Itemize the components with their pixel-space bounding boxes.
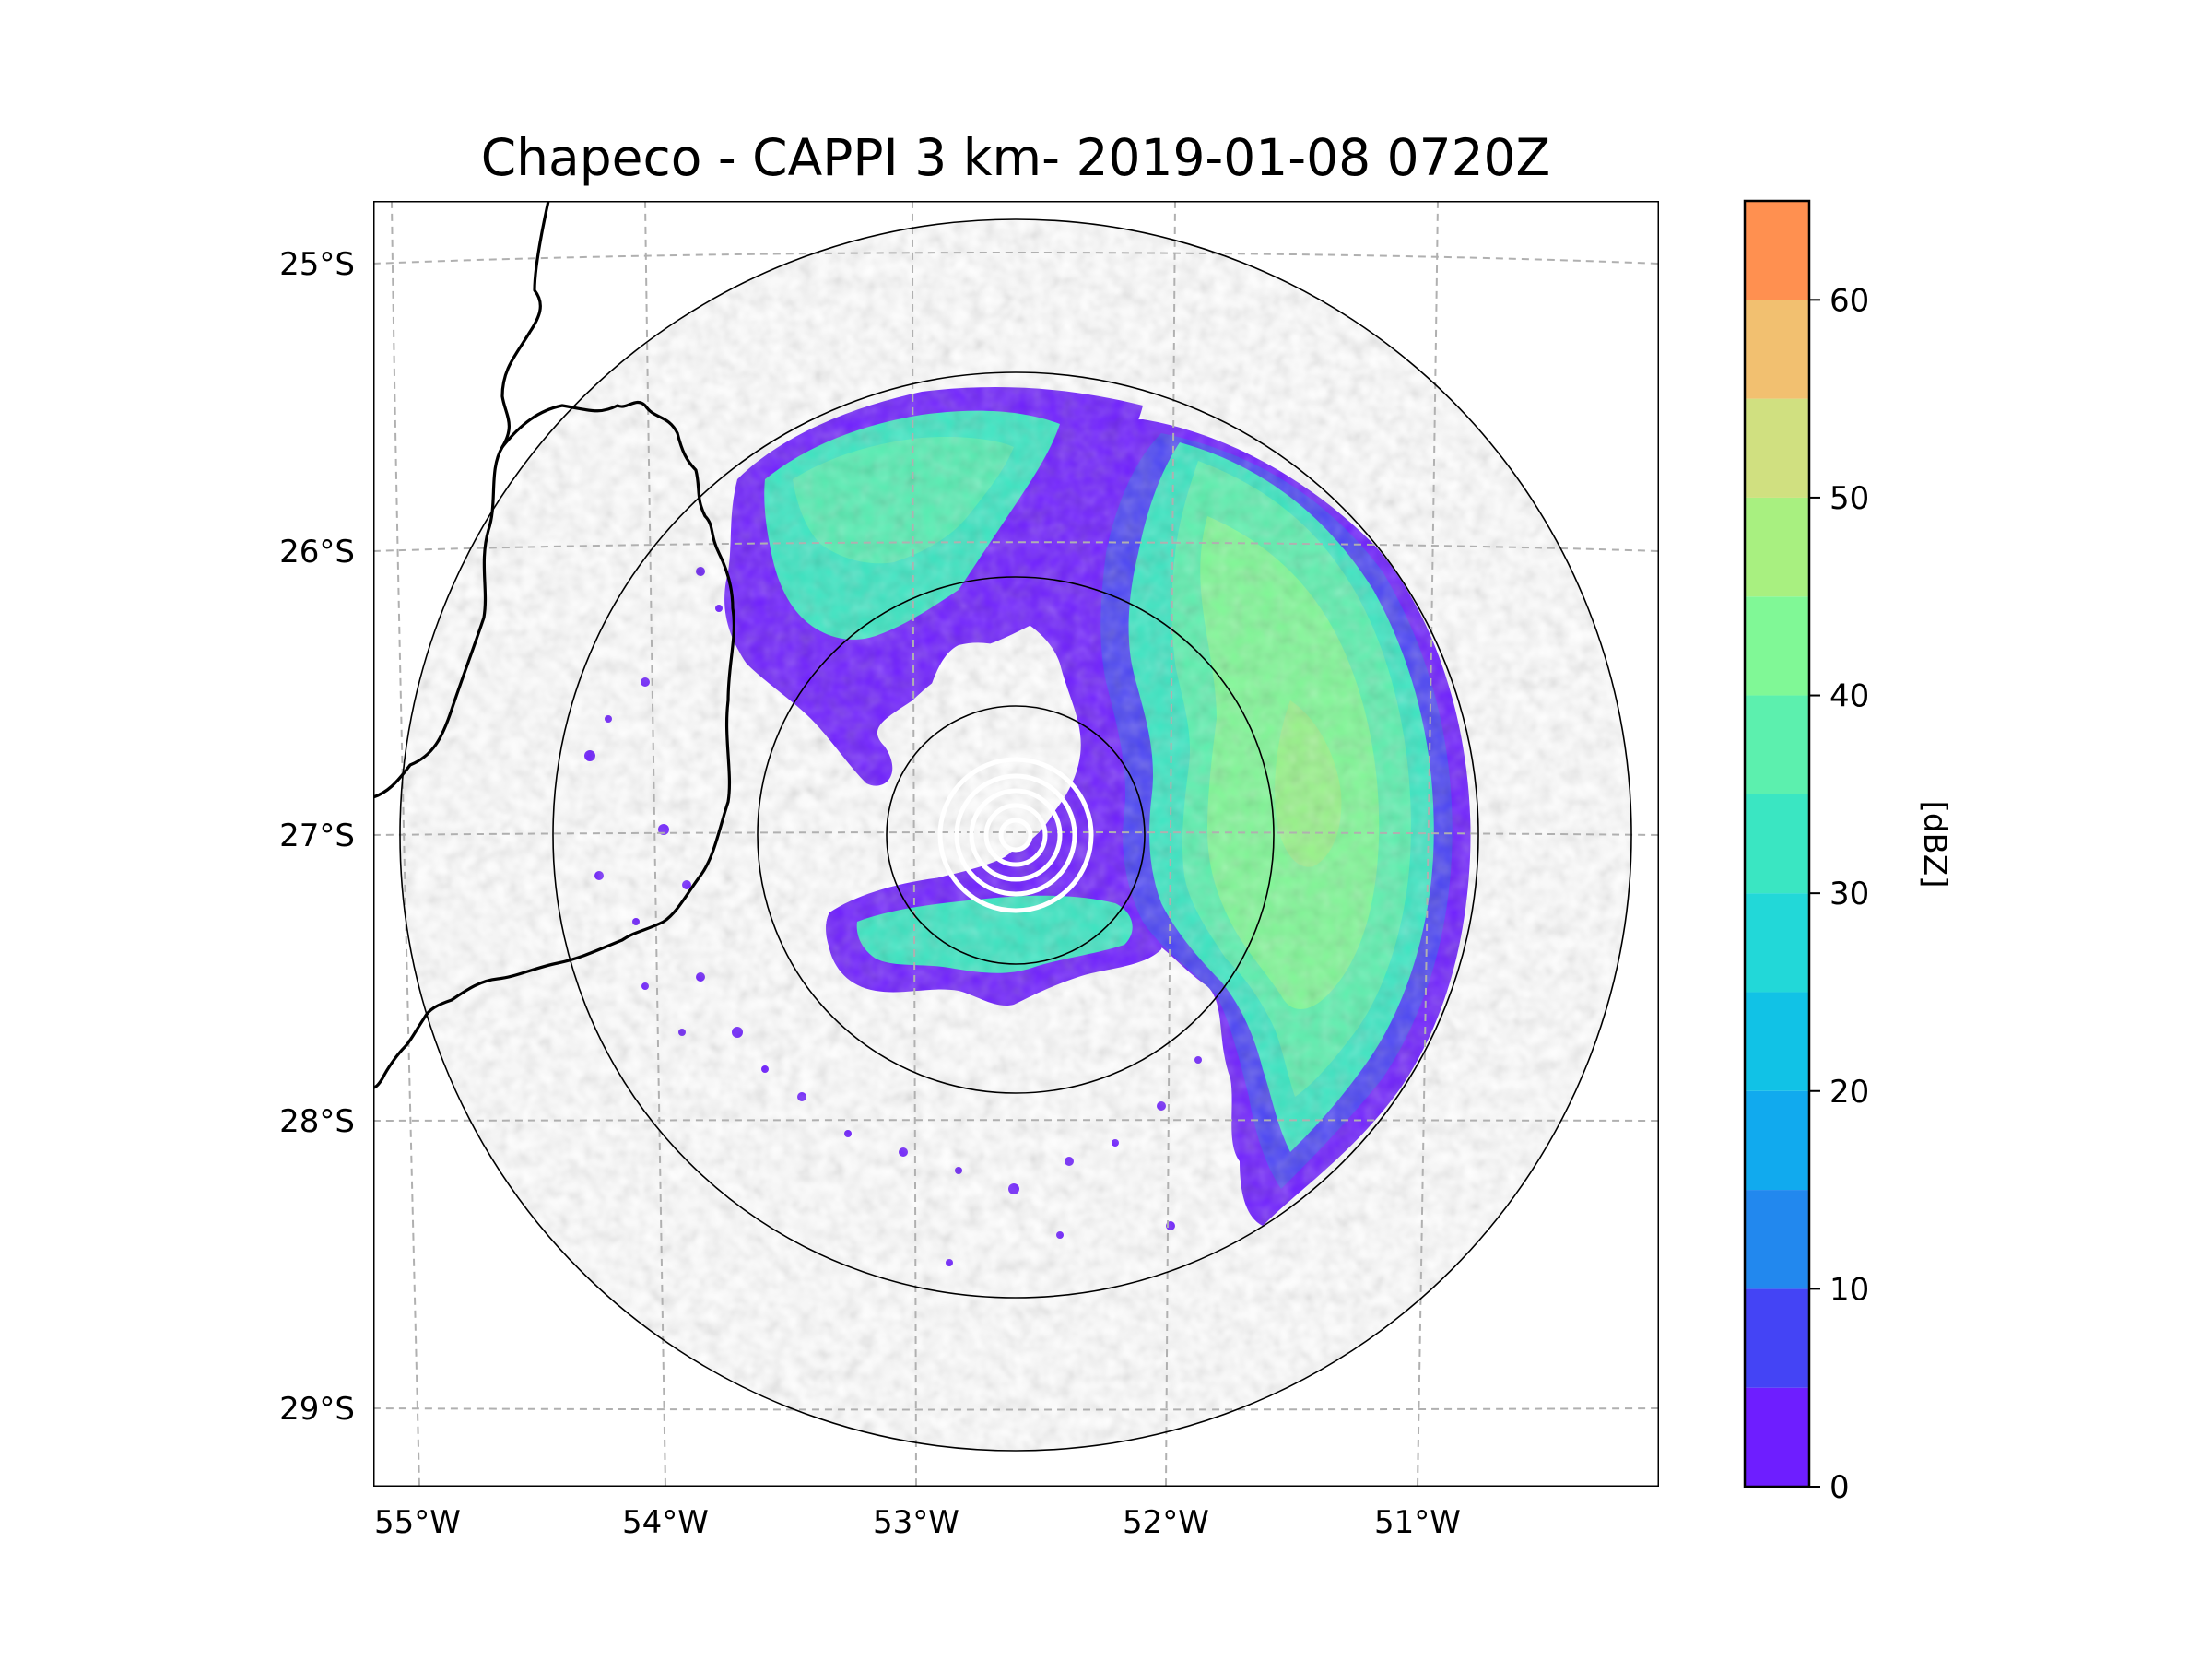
colorbar-swatch [1745,992,1809,1091]
colorbar-swatch [1745,695,1809,794]
colorbar-tick-label: 50 [1830,480,1869,517]
lon-tick-51w: 51°W [1374,1504,1461,1541]
range-ring-250km [399,218,1632,1452]
colorbar-frame [1743,199,1811,1488]
gridline-lat-27 [373,831,1659,836]
lat-tick-25s: 25°S [279,246,355,283]
gridline-lon-55 [391,201,420,1487]
lat-tick-26s: 26°S [279,534,355,571]
colorbar-label: [dBZ] [1916,801,1953,888]
colorbar-tick-label: 20 [1830,1074,1869,1111]
lon-tick-53w: 53°W [873,1504,959,1541]
gridline-lat-26 [373,541,1659,552]
lon-tick-labels: 55°W 54°W 53°W 52°W 51°W [374,1504,1461,1541]
colorbar-swatch [1745,1190,1809,1289]
colorbar-swatch [1745,596,1809,696]
colorbar-swatch [1745,201,1809,300]
gridline-lon-52 [1165,201,1176,1487]
colorbar-swatch [1745,893,1809,993]
colorbar-tick-label: 10 [1830,1271,1869,1308]
range-ring-150km [552,371,1479,1299]
chart-title: Chapeco - CAPPI 3 km- 2019-01-08 0720Z [481,128,1550,187]
colorbar-swatch [1745,300,1809,399]
lon-tick-54w: 54°W [622,1504,709,1541]
lat-tick-29s: 29°S [279,1391,355,1428]
colorbar-ticks: 0 10 20 30 40 50 60 [1809,282,1869,1506]
range-rings [399,218,1632,1452]
colorbar-swatch [1745,398,1809,498]
gridlines [373,201,1659,1487]
range-ring-50km [886,705,1146,965]
colorbar-swatch [1745,1387,1809,1487]
political-borders [373,201,735,1089]
gridline-lon-54 [644,201,666,1487]
colorbar-swatch [1745,1090,1809,1191]
border-misiones [373,400,735,1089]
border-paraguay-brazil [373,201,550,799]
map-panel [373,201,1659,1487]
colorbar-tick-label: 0 [1830,1469,1850,1506]
colorbar-tick-label: 30 [1830,876,1869,912]
colorbar-swatch [1745,1288,1809,1388]
gridline-lat-29 [373,1407,1659,1411]
cone-of-silence [937,757,1094,913]
lon-tick-52w: 52°W [1123,1504,1209,1541]
lat-tick-labels: 25°S 26°S 27°S 28°S 29°S [279,246,355,1428]
range-ring-100km [757,576,1275,1094]
gridline-lon-53 [912,201,917,1487]
gridline-lon-51 [1417,201,1439,1487]
colorbar-swatch [1745,794,1809,894]
lat-tick-27s: 27°S [279,818,355,854]
colorbar-tick-label: 60 [1830,282,1869,319]
colorbar: 0 10 20 30 40 50 60 [dBZ] [1743,199,1953,1506]
colorbar-swatch [1745,497,1809,597]
gridline-lat-25 [373,252,1659,265]
lon-tick-55w: 55°W [374,1504,461,1541]
echo-texture [400,219,1631,1451]
gridline-lat-28 [373,1119,1659,1122]
colorbar-swatches [1745,201,1809,1487]
reflectivity-field [400,219,1631,1451]
colorbar-tick-label: 40 [1830,678,1869,715]
lat-tick-28s: 28°S [279,1103,355,1140]
